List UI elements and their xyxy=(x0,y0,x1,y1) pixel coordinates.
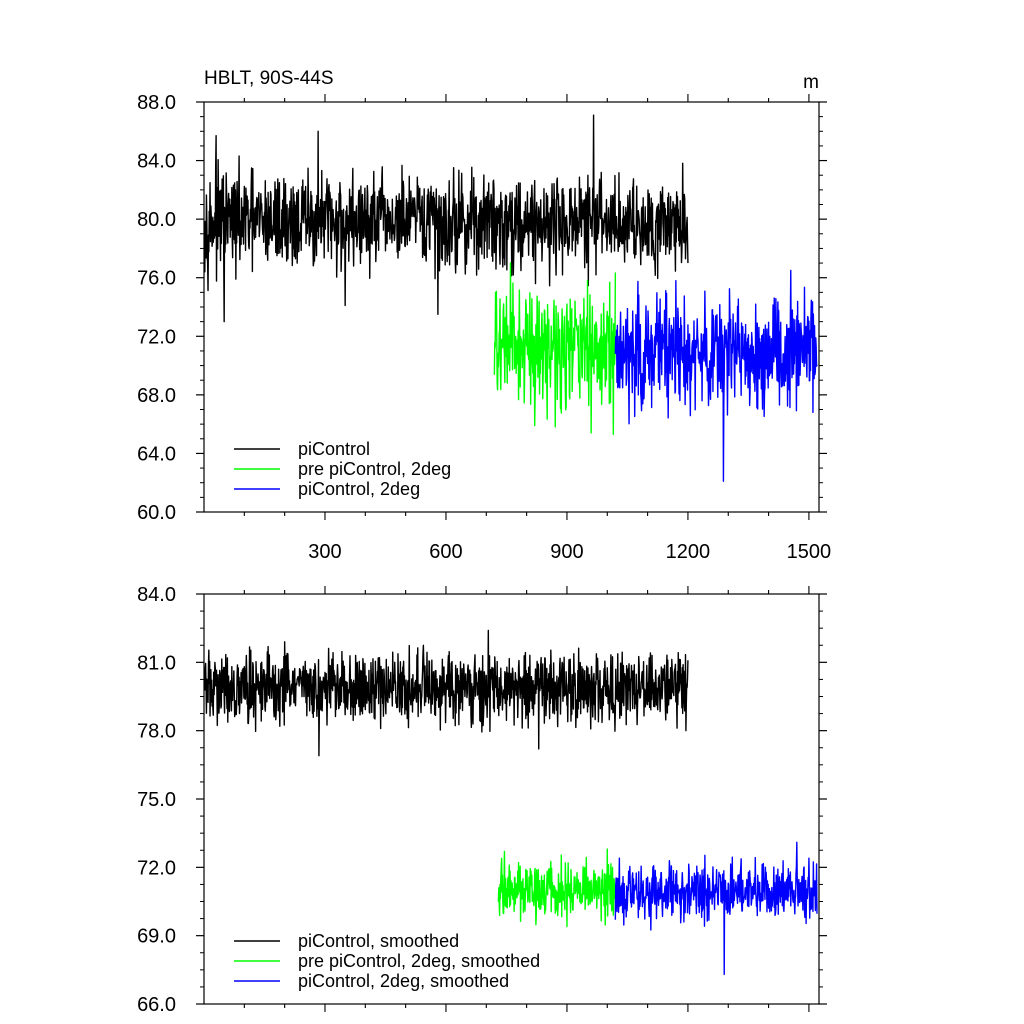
legend-label: pre piControl, 2deg, smoothed xyxy=(298,951,540,971)
legend-label: piControl, smoothed xyxy=(298,931,459,951)
chart-title: HBLT, 90S-44S xyxy=(204,68,334,89)
y-tick-label: 88.0 xyxy=(137,92,176,114)
y-tick-label: 72.0 xyxy=(137,326,176,348)
x-tick-label: 300 xyxy=(308,541,341,563)
y-tick-label: 66.0 xyxy=(137,994,176,1016)
series-line-2 xyxy=(614,269,818,482)
y-tick-label: 68.0 xyxy=(137,385,176,407)
y-tick-label: 84.0 xyxy=(137,584,176,606)
top-panel-axes: 60.0 64.0 68.0 72.0 76.0 80.0 84.0 88.0 300 600 90… xyxy=(137,92,831,563)
bottom-panel-axes: 66.0 69.0 72.0 75.0 78.0 81.0 84.0 xyxy=(137,584,827,1016)
legend-label: piControl, 2deg, smoothed xyxy=(298,971,509,991)
units-label: m xyxy=(803,72,819,93)
legend-label: piControl xyxy=(298,439,370,459)
top-panel-lines xyxy=(203,114,818,482)
y-tick-label: 60.0 xyxy=(137,502,176,524)
series-line-1 xyxy=(493,262,617,436)
y-tick-label: 69.0 xyxy=(137,926,176,948)
top-panel: HBLT, 90S-44S m 60.0 64.0 68.0 72.0 76.0 80.0… xyxy=(137,68,831,563)
y-tick-label: 72.0 xyxy=(137,857,176,879)
x-tick-label: 900 xyxy=(550,541,583,563)
plot-frame xyxy=(203,101,820,513)
series-line-0 xyxy=(203,629,689,757)
series-line-0 xyxy=(203,114,689,323)
legend-label: piControl, 2deg xyxy=(298,479,420,499)
bottom-panel: 66.0 69.0 72.0 75.0 78.0 81.0 84.0 piControl, … xyxy=(137,584,827,1016)
bottom-panel-lines xyxy=(203,629,818,976)
y-tick-label: 76.0 xyxy=(137,268,176,290)
plot-frame xyxy=(203,593,820,1005)
x-tick-label: 1500 xyxy=(787,541,832,563)
legend-label: pre piControl, 2deg xyxy=(298,459,451,479)
y-tick-label: 84.0 xyxy=(137,151,176,173)
y-tick-label: 78.0 xyxy=(137,721,176,743)
y-tick-label: 75.0 xyxy=(137,789,176,811)
y-tick-label: 64.0 xyxy=(137,443,176,465)
series-line-1 xyxy=(497,848,617,928)
y-tick-label: 81.0 xyxy=(137,652,176,674)
series-line-2 xyxy=(614,841,818,976)
y-tick-label: 80.0 xyxy=(137,209,176,231)
x-tick-label: 1200 xyxy=(666,541,711,563)
x-tick-label: 600 xyxy=(429,541,462,563)
